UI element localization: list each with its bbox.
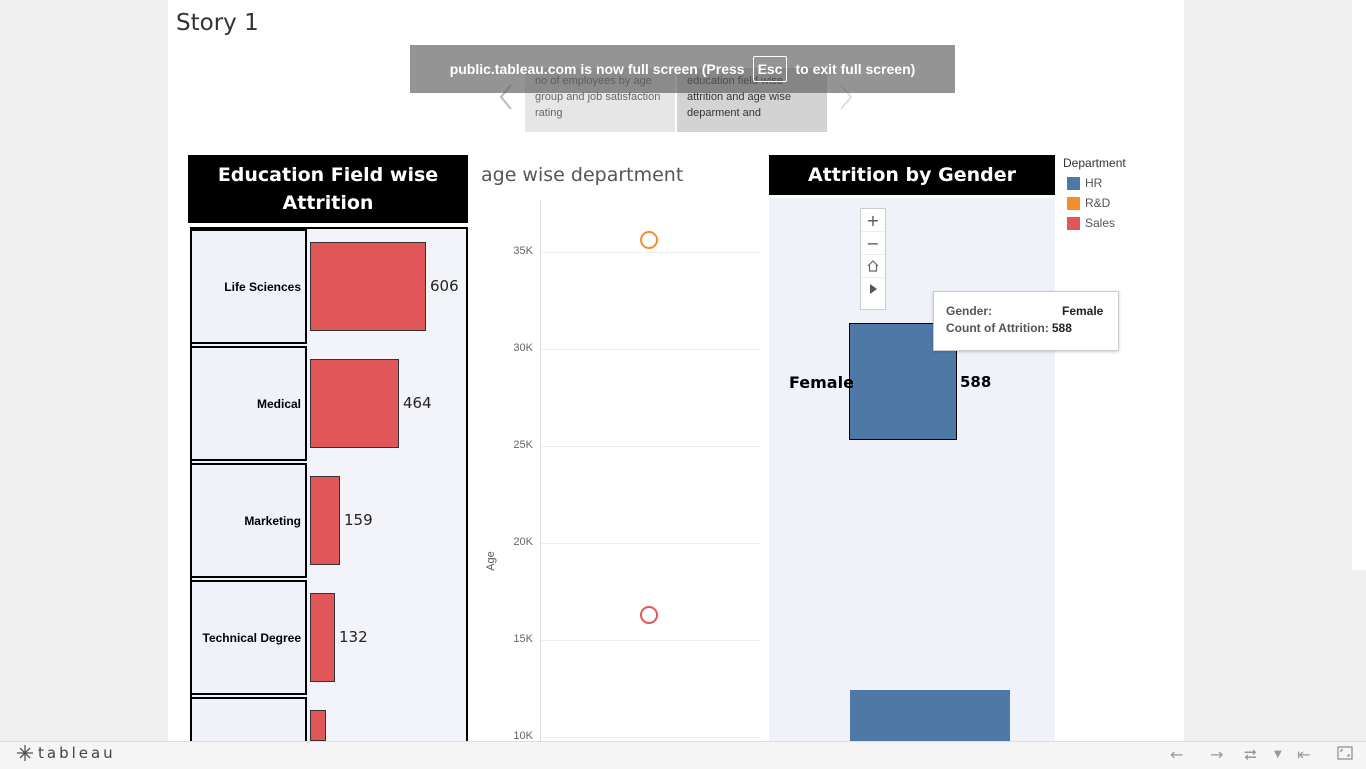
edu-category-label: Life Sciences [190,229,307,344]
edu-bar-value: 159 [344,511,373,529]
age-point[interactable] [640,605,658,624]
legend-title: Department [1063,156,1126,170]
age-gridline [541,446,760,447]
age-gridline [541,252,760,253]
tableau-logo[interactable]: tableau [16,744,116,762]
edu-bar[interactable] [310,242,426,331]
age-point[interactable] [640,231,658,250]
home-icon[interactable] [861,255,885,278]
fullscreen-banner-pre: public.tableau.com is now full screen (P… [449,61,745,77]
edu-chart-title-line2: Attrition [282,192,374,214]
tableau-logo-text: tableau [38,744,116,762]
gender-label-female: Female [789,373,854,392]
story-title: Story 1 [176,10,259,36]
gender-chart-panel [769,198,1055,741]
edu-bar[interactable] [310,359,399,448]
age-gridline [541,640,760,641]
legend-label-hr: HR [1085,176,1103,190]
first-page-icon[interactable]: ⇤ [1297,745,1311,764]
age-tick-label: 10K [513,730,533,742]
age-tick-label: 30K [513,342,533,354]
edu-bar-value: 132 [339,628,368,646]
legend-label-rd: R&D [1085,196,1111,210]
map-zoom-controls: + − [860,208,886,310]
tooltip-count-value: 588 [1051,321,1072,335]
legend-item-rd[interactable]: R&D [1067,196,1110,210]
age-gridline [541,349,760,350]
edu-bar-value: 606 [430,277,459,295]
play-icon[interactable] [861,278,885,300]
fullscreen-banner-post: to exit full screen) [795,61,916,77]
esc-key: Esc [752,56,788,82]
edu-category-label: Marketing [190,463,307,578]
age-tick-label: 35K [513,245,533,257]
gender-bar-male[interactable] [850,690,1010,741]
legend-swatch-sales [1067,216,1080,230]
age-chart-ylabel: Age [484,551,497,571]
edu-bar-value: 464 [403,394,432,412]
scrollbar-thumb[interactable] [1352,0,1366,570]
fullscreen-icon[interactable] [1337,745,1353,764]
undo-icon[interactable]: ← [1170,745,1184,764]
legend-swatch-hr [1067,176,1080,190]
revert-icon[interactable]: ⮂ [1244,745,1257,764]
bottom-toolbar [0,741,1366,769]
age-tick-label: 20K [513,536,533,548]
age-chart-axis [540,200,541,741]
edu-category-label: Technical Degree [190,580,307,695]
tooltip-gender-value: Female [1062,304,1104,318]
legend-item-sales[interactable]: Sales [1067,216,1115,230]
revert-dropdown-icon[interactable]: ▼ [1274,749,1282,760]
age-tick-label: 25K [513,439,533,451]
tooltip-count-key: Count of Attrition: [946,321,1049,335]
gender-value-female: 588 [960,373,992,391]
edu-bar[interactable] [310,476,340,565]
zoom-in-button[interactable]: + [861,209,885,232]
edu-category-label: Medical [190,346,307,461]
gender-chart-title: Attrition by Gender [769,155,1055,195]
fullscreen-banner: public.tableau.com is now full screen (P… [410,45,955,93]
age-gridline [541,543,760,544]
tableau-logo-icon [17,745,33,761]
edu-category-cell [190,697,307,741]
tooltip: Gender: Female Count of Attrition: 588 [933,291,1119,351]
legend-item-hr[interactable]: HR [1067,176,1102,190]
legend-swatch-rd [1067,196,1080,210]
tooltip-gender-key: Gender: [946,304,993,318]
age-chart-title: age wise department [481,164,684,186]
redo-icon[interactable]: → [1210,745,1224,764]
edu-chart-title: Education Field wise Attrition [188,155,468,223]
age-gridline [541,737,760,738]
zoom-out-button[interactable]: − [861,232,885,255]
edu-bar[interactable] [310,710,326,741]
edu-chart-title-line1: Education Field wise [217,164,439,186]
legend-label-sales: Sales [1085,216,1116,230]
age-tick-label: 15K [513,633,533,645]
edu-bar[interactable] [310,593,335,682]
